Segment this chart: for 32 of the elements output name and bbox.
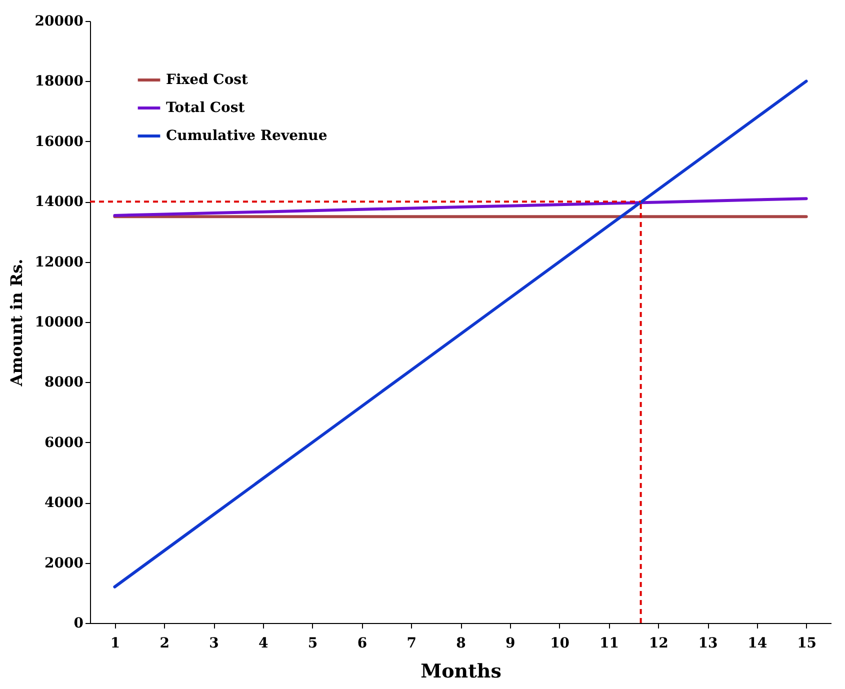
y-tick-label: 20000 bbox=[34, 14, 84, 30]
x-axis-title: Months bbox=[420, 660, 502, 682]
x-tick-label: 13 bbox=[698, 636, 718, 652]
x-tick-label: 11 bbox=[599, 636, 619, 652]
legend-label: Fixed Cost bbox=[166, 72, 249, 88]
legend-label: Total Cost bbox=[166, 100, 246, 116]
x-tick-label: 14 bbox=[748, 636, 768, 652]
x-tick-label: 7 bbox=[406, 636, 416, 652]
y-tick-label: 6000 bbox=[44, 434, 84, 451]
x-tick-label: 10 bbox=[550, 636, 570, 652]
y-tick-label: 16000 bbox=[34, 134, 84, 150]
y-tick-label: 2000 bbox=[44, 555, 84, 572]
y-tick-label: 8000 bbox=[44, 374, 84, 391]
x-tick-label: 5 bbox=[308, 636, 318, 652]
x-tick-label: 8 bbox=[456, 636, 466, 652]
x-tick-label: 6 bbox=[357, 636, 368, 652]
y-tick-label: 0 bbox=[74, 616, 84, 632]
x-tick-label: 15 bbox=[797, 636, 817, 652]
y-axis-title: Amount in Rs. bbox=[6, 258, 26, 388]
y-tick-label: 18000 bbox=[34, 74, 84, 90]
legend-label: Cumulative Revenue bbox=[166, 128, 328, 144]
x-tick-label: 4 bbox=[258, 636, 269, 652]
y-tick-label: 12000 bbox=[34, 254, 84, 270]
y-tick-label: 10000 bbox=[34, 314, 84, 330]
y-tick-label: 4000 bbox=[44, 495, 84, 512]
line-series bbox=[113, 197, 808, 217]
x-tick-label: 12 bbox=[648, 636, 668, 652]
x-tick-label: 3 bbox=[209, 636, 219, 652]
x-tick-label: 2 bbox=[160, 636, 170, 652]
y-tick-label: 14000 bbox=[34, 194, 84, 210]
x-tick-label: 1 bbox=[110, 636, 120, 652]
x-tick-label: 9 bbox=[506, 636, 516, 652]
